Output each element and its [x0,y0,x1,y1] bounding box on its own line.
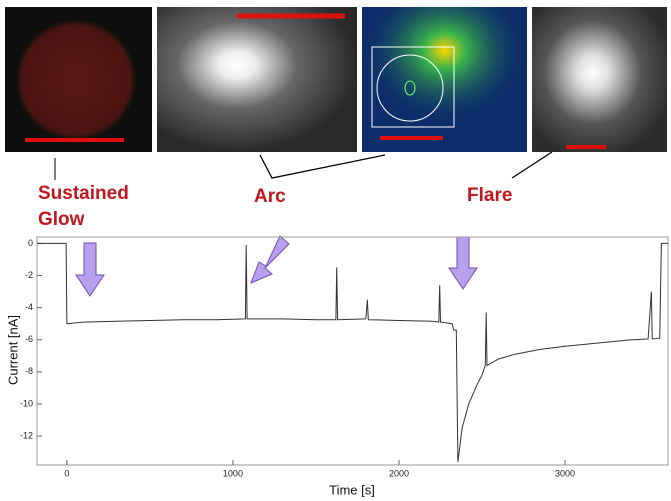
x-axis-label: Time [s] [329,482,375,497]
arrow-arc [250,235,290,284]
connector [511,151,553,179]
arrows [75,235,478,297]
roi-center [404,80,416,96]
plot-frame [36,236,669,466]
y-tick-label: -10 [20,398,33,408]
annotation: Arc [254,186,286,207]
y-tick-label: -12 [20,430,33,440]
x-tick-label: 1000 [223,468,243,478]
y-tick-label: -6 [25,334,33,344]
arrow-flare [448,236,478,290]
annotation: Flare [467,185,513,206]
roi-circle [376,54,444,122]
x-tick-label: 0 [64,468,69,478]
y-tick-label: -2 [25,270,33,280]
connector [259,154,386,179]
current-trace [37,242,668,462]
roi-box [371,46,455,128]
image-arc [157,7,357,152]
flare-glow [362,7,527,152]
y-tick-label: -8 [25,366,33,376]
arrow-glow [75,242,105,297]
x-tick-label: 2000 [389,468,409,478]
y-tick-label: -4 [25,302,33,312]
y-axis-label: Current [nA] [5,315,20,385]
annotation: Sustained Glow [38,183,129,230]
image-flare [532,7,667,152]
glow-disk [16,20,136,140]
micrographs [5,7,667,180]
x-tick-label: 3000 [555,468,575,478]
y-tick-label: 0 [28,238,33,248]
